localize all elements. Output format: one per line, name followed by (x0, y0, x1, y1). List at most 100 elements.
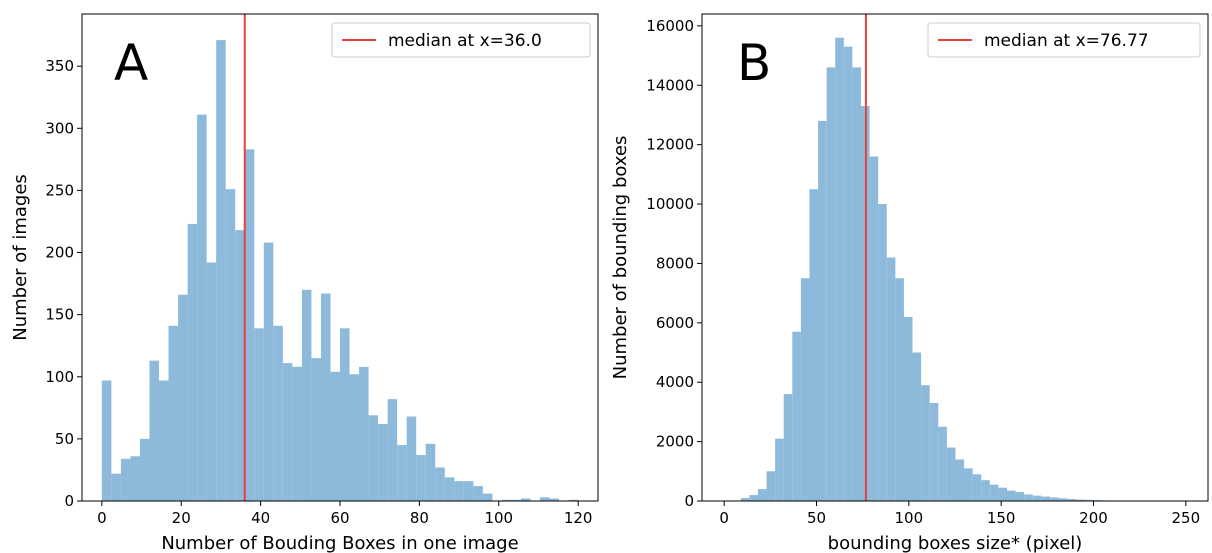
panel-letter: A (114, 34, 148, 92)
histogram-bar (946, 447, 956, 501)
x-axis-ticks: 0 50 100 150 200 250 (719, 501, 1200, 527)
histogram-bar (1015, 492, 1025, 501)
x-tick-label: 20 (172, 509, 191, 527)
histogram-bar (406, 416, 417, 501)
x-tick-label: 0 (97, 509, 107, 527)
histogram-bar (818, 120, 827, 501)
histogram-bar (397, 445, 407, 501)
y-tick-label: 6000 (656, 314, 694, 332)
y-axis-label: Number of bounding boxes (610, 136, 631, 380)
histogram-bar (159, 380, 169, 501)
histogram-bar (320, 293, 331, 501)
histogram-bar (878, 204, 887, 502)
histogram-bar (463, 481, 474, 501)
histogram-bar (454, 481, 464, 501)
x-tick-label: 200 (1079, 509, 1108, 527)
histogram-bar (330, 371, 340, 501)
y-tick-label: 100 (45, 368, 74, 386)
histogram-bar (955, 459, 965, 501)
histogram-bar (206, 262, 217, 501)
histogram-panel-a: 0 20 40 60 80 100 120 0 50 100 150 200 250 300 350 Nu… (10, 13, 599, 553)
histogram-bar (568, 499, 579, 501)
histogram-bar (178, 294, 188, 501)
histogram-bar (101, 380, 112, 501)
y-axis-label: Number of images (10, 174, 31, 341)
x-tick-label: 60 (330, 509, 349, 527)
histogram-bar (1024, 494, 1033, 501)
histogram-bar (435, 467, 445, 501)
histogram-bar (216, 40, 226, 501)
histogram-bar (981, 480, 990, 501)
y-tick-label: 300 (45, 119, 74, 137)
x-tick-label: 50 (807, 509, 826, 527)
histogram-bar (511, 499, 521, 501)
histogram-bar (387, 399, 398, 501)
x-tick-label: 100 (484, 509, 513, 527)
x-axis-ticks: 0 20 40 60 80 100 120 (97, 501, 592, 527)
legend-box (331, 22, 591, 58)
plot-frame (701, 13, 1209, 502)
x-tick-label: 150 (987, 509, 1016, 527)
y-tick-label: 14000 (646, 76, 694, 94)
histogram-bar (549, 498, 560, 501)
y-tick-label: 200 (45, 244, 74, 262)
histogram-bar (869, 156, 879, 501)
y-tick-label: 350 (45, 57, 74, 75)
histogram-bar (886, 257, 896, 501)
y-tick-label: 8000 (656, 254, 694, 272)
histogram-bar (263, 242, 274, 501)
legend: median at x=76.77 (927, 22, 1201, 58)
histogram-bar (766, 471, 776, 501)
y-tick-label: 12000 (646, 136, 694, 154)
histogram-bar (501, 499, 512, 501)
panel-letter: B (737, 34, 771, 92)
histogram-bar (1084, 499, 1093, 501)
histogram-bar (168, 325, 179, 501)
histogram-bar (311, 358, 321, 501)
legend-label: median at x=36.0 (388, 31, 542, 51)
histogram-bar (378, 423, 388, 501)
histogram-bar (835, 37, 844, 501)
histogram-bar (349, 374, 360, 501)
histogram-bar (359, 366, 369, 501)
histogram-bar (1058, 498, 1068, 501)
histogram-bar (912, 352, 922, 501)
histogram-bar (120, 458, 131, 501)
histogram-bar (368, 415, 379, 501)
histogram-bar (130, 456, 140, 501)
histogram-bar (740, 498, 750, 501)
legend-box (927, 22, 1201, 58)
histogram-panel-b: 0 50 100 150 200 250 0 2000 4000 6000 8000 10000 12… (610, 13, 1209, 553)
x-tick-label: 250 (1172, 509, 1201, 527)
y-axis-ticks: 0 50 100 150 200 250 300 350 (45, 57, 82, 510)
histogram-bar (111, 473, 121, 501)
histogram-bar (340, 328, 350, 501)
histogram-bar (520, 498, 531, 501)
histogram-bar (895, 278, 904, 501)
x-axis-label: bounding boxes size* (pixel) (828, 533, 1083, 553)
legend: median at x=36.0 (331, 22, 591, 58)
x-tick-label: 120 (564, 509, 593, 527)
y-tick-label: 2000 (656, 433, 694, 451)
histogram-bar (292, 366, 302, 501)
histogram-bar (775, 438, 784, 501)
histogram-bar (425, 443, 436, 501)
y-tick-label: 4000 (656, 373, 694, 391)
histogram-bar (749, 495, 758, 501)
histogram-bar (809, 189, 819, 501)
y-axis-ticks: 0 2000 4000 6000 8000 10000 12000 14000 16000 (646, 17, 702, 510)
histogram-bar (273, 325, 283, 501)
histogram-bar (998, 487, 1007, 501)
x-tick-label: 100 (895, 509, 924, 527)
histogram-bar (444, 477, 455, 501)
histogram-bar (903, 316, 913, 501)
histogram-bar (1075, 499, 1085, 501)
y-tick-label: 16000 (646, 17, 694, 35)
y-tick-label: 0 (64, 492, 74, 510)
histogram-bar (972, 474, 982, 501)
legend-label: median at x=76.77 (984, 31, 1149, 51)
histogram-bar (473, 486, 483, 501)
histogram-bar (482, 493, 493, 501)
x-tick-label: 80 (410, 509, 429, 527)
